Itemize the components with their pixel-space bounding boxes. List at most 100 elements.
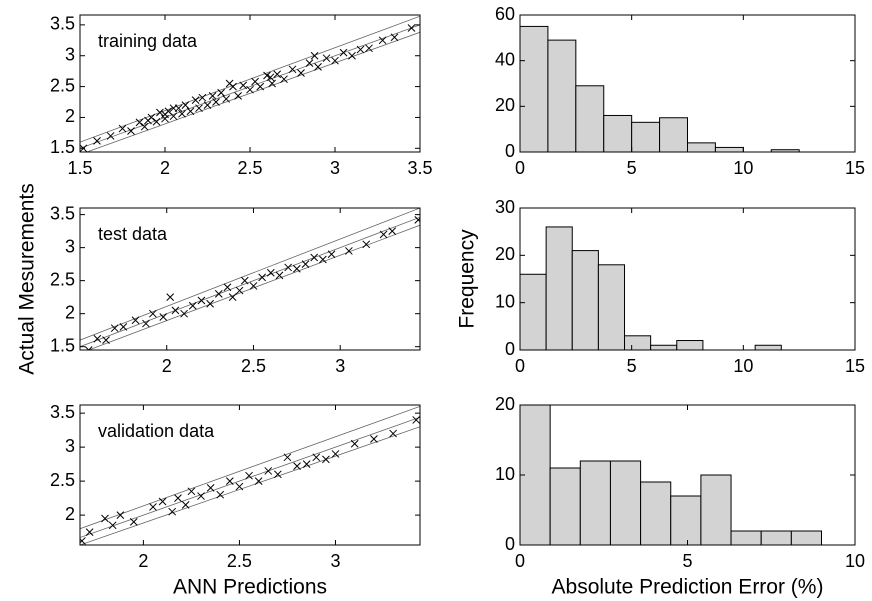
annotation: validation data [98,421,215,441]
point [319,255,327,264]
point [275,271,284,280]
axes-frame [519,207,856,351]
x-axis-label: Absolute Prediction Error (%) [552,576,824,599]
bar [670,495,702,545]
point [142,319,150,328]
point [93,334,102,343]
point [412,416,420,424]
x-tick-label: 3 [330,158,340,178]
point [149,309,157,318]
x-tick-label: 2.5 [241,356,266,376]
point [159,313,168,321]
point [254,477,263,485]
point [331,56,339,65]
x-tick-label: 2 [138,551,148,571]
point [208,91,217,100]
bar [624,335,652,350]
y-axis-label: Frequency [456,229,479,329]
x-tick-label: 2 [162,356,172,376]
point [222,95,231,103]
x-tick-label: 5 [627,356,637,376]
panel: 1.5 2 2.5 3 3.5 1.5 2 2.5 3 3.5 training data [50,14,433,178]
point [228,293,237,302]
axes-frame [79,207,421,351]
bar [687,142,716,152]
point [378,36,387,45]
point [284,263,293,272]
y-tick-label: 3 [65,44,75,64]
point [181,501,190,509]
reference-line [80,416,420,538]
point [310,253,319,262]
point [212,98,220,106]
point [171,306,180,315]
x-tick-label: 3 [335,356,345,376]
point [239,81,248,90]
point [166,293,175,302]
point [84,346,93,350]
panel: 2 2.5 3 3.5 2 2.5 3 validation data ANN Predicti… [50,402,421,599]
point [389,429,397,438]
point [140,122,149,131]
point [297,69,305,77]
x-tick-label: 10 [845,551,865,571]
point [180,309,188,318]
x-tick-label: 0 [515,158,525,178]
bar [760,530,792,545]
point [119,323,128,331]
point [235,286,244,295]
point [102,336,110,344]
point [235,482,244,491]
point [245,471,253,480]
point [85,528,94,536]
point [101,514,109,523]
point [181,101,190,109]
x-tick-label: 15 [845,158,865,178]
point [414,216,420,224]
point [214,290,223,298]
y-axis-label: Actual Mesurements [16,183,39,374]
y-tick-label: 1.5 [50,137,75,157]
point [197,492,205,500]
point [345,247,353,255]
point [339,48,348,57]
point [302,460,311,468]
panel: 0 10 20 30 0 5 10 15 Frequency [456,197,865,376]
plot-area [520,405,822,545]
y-tick-label: 2.5 [50,269,75,289]
point [169,112,178,121]
reference-line [80,24,420,149]
reference-line [80,405,420,530]
point [246,85,254,94]
plot-area [80,15,420,152]
bar [700,474,732,545]
point [293,462,301,471]
reference-line [80,426,420,545]
point [348,51,356,60]
x-tick-label: 0 [515,356,525,376]
y-tick-label: 2.5 [50,75,75,95]
y-tick-label: 3.5 [50,14,75,34]
panel: 1.5 2 2.5 3 3.5 2 2.5 3 test data Actual Mesureme… [16,183,421,376]
point [310,51,319,60]
point [322,54,331,63]
point [280,75,288,84]
x-tick-label: 2.5 [227,551,252,571]
point [292,264,301,273]
y-tick-label: 0 [505,141,515,161]
x-tick-label: 10 [733,158,753,178]
bar [603,114,633,152]
point [188,301,197,310]
annotation: test data [98,224,168,244]
point [268,79,276,88]
point [266,268,275,277]
point [198,93,207,102]
x-tick-label: 5 [682,551,692,571]
point [273,470,282,479]
y-tick-label: 10 [495,291,515,311]
bar [631,121,661,152]
y-tick-label: 2 [65,106,75,126]
point [379,230,388,239]
point [225,477,234,485]
point [362,240,371,249]
